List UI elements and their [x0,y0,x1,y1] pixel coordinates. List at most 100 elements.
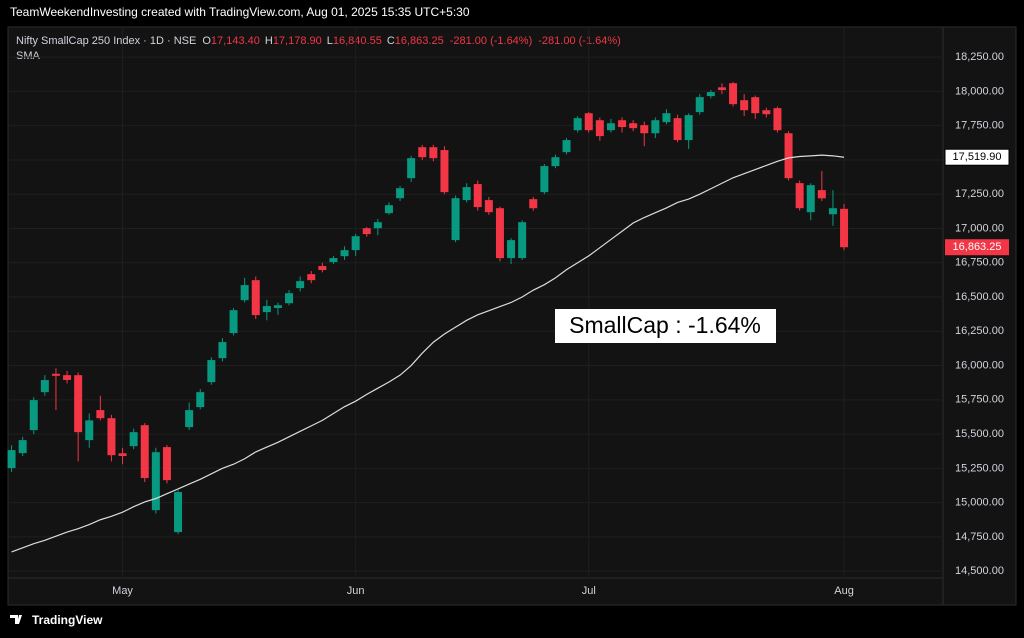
credit: TeamWeekendInvesting created with Tradin… [10,5,470,19]
ohlc-letter: O [202,35,211,47]
candle-body [407,158,416,179]
sma-last-label: 17,519.90 [953,151,1002,163]
ohlc-value: 17,143.40 [211,35,260,47]
candle-body [640,125,649,134]
candle-body [584,113,593,131]
y-tick-label: 18,250.00 [955,51,1004,63]
candle-body [85,420,94,441]
candle-body [751,97,760,114]
x-tick-label: Jun [347,585,365,597]
y-tick-label: 16,000.00 [955,359,1004,371]
y-tick-label: 17,250.00 [955,188,1004,200]
candle-body [507,240,516,259]
candle-body [629,123,638,129]
candle-body [229,310,238,334]
candle-body [140,425,149,479]
change: -281.00 (-1.64%) [538,35,621,47]
annotation-box [555,309,776,343]
sma-last-box [944,148,1010,166]
sma-line [11,154,845,553]
x-tick-label: May [112,585,133,597]
footer: TradingView [32,613,103,627]
y-tick-label: 15,750.00 [955,394,1004,406]
candle-body [729,83,738,105]
candle-body [329,258,338,263]
candle-body [740,100,749,111]
candle-body [51,373,60,376]
candle-body [362,228,371,235]
candle-body [7,450,16,469]
symbol: Nifty SmallCap 250 Index · 1D · NSE [16,35,196,47]
candle-body [429,147,438,159]
candle-body [806,185,815,213]
candle-body [174,492,183,533]
candle-body [340,250,349,257]
annotation: SmallCap : -1.64% [569,312,761,338]
candle-body [473,184,482,208]
footer-logo [10,615,22,624]
candle-body [595,120,604,137]
ohlc-letter: C [387,35,395,47]
candle-body [63,375,72,380]
last-price-box [945,239,1009,256]
candle-body [307,274,316,281]
candle-body [562,140,571,153]
candle-body [251,280,260,316]
candle-body [484,200,493,213]
candle-body [162,447,171,481]
y-tick-label: 16,750.00 [955,257,1004,269]
candle-body [828,208,837,215]
candle-body [784,133,793,179]
candle-body [273,305,282,308]
y-tick-label: 14,500.00 [955,565,1004,577]
candle-body [318,266,327,271]
candle-body [218,342,227,359]
candle-body [673,118,682,141]
y-tick-label: 17,750.00 [955,120,1004,132]
candle-body [606,123,615,131]
candle-body [684,115,693,141]
candle-body [518,222,527,259]
candle-body [795,183,804,209]
candle-body [440,150,449,193]
candle-body [96,410,105,419]
ohlc-value: 16,840.55 [333,35,382,47]
candle-body [418,147,427,158]
candle-body [462,187,471,201]
candle-body [662,113,671,123]
y-tick-label: 18,000.00 [955,85,1004,97]
ohlc-value: 16,863.25 [395,35,444,47]
candle-body [773,108,782,131]
candle-body [40,380,49,393]
candle-body [296,281,305,289]
candle-body [18,440,27,454]
candle-body [373,222,382,229]
candle-body [618,120,627,128]
candle-body [840,208,849,248]
candle-body [762,110,771,115]
ohlc-letter: H [265,35,273,47]
y-tick-label: 15,500.00 [955,428,1004,440]
panel [7,26,1017,606]
y-tick-label: 14,750.00 [955,531,1004,543]
change: -281.00 (-1.64%) [450,35,533,47]
ohlc-value: 17,178.90 [273,35,322,47]
candle-body [706,92,715,97]
indicator-label: SMA [16,50,41,62]
candle-body [573,118,582,131]
candle-body [74,375,83,433]
candle-body [451,198,460,241]
y-tick-label: 16,500.00 [955,291,1004,303]
y-tick-label: 15,250.00 [955,462,1004,474]
candle-body [396,188,405,199]
candle-body [262,306,271,313]
candle-body [285,293,294,304]
x-tick-label: Aug [834,585,854,597]
y-tick-label: 17,000.00 [955,222,1004,234]
candle-body [384,205,393,214]
candle-body [196,392,205,408]
candle-body [540,166,549,193]
candle-body [551,157,560,167]
